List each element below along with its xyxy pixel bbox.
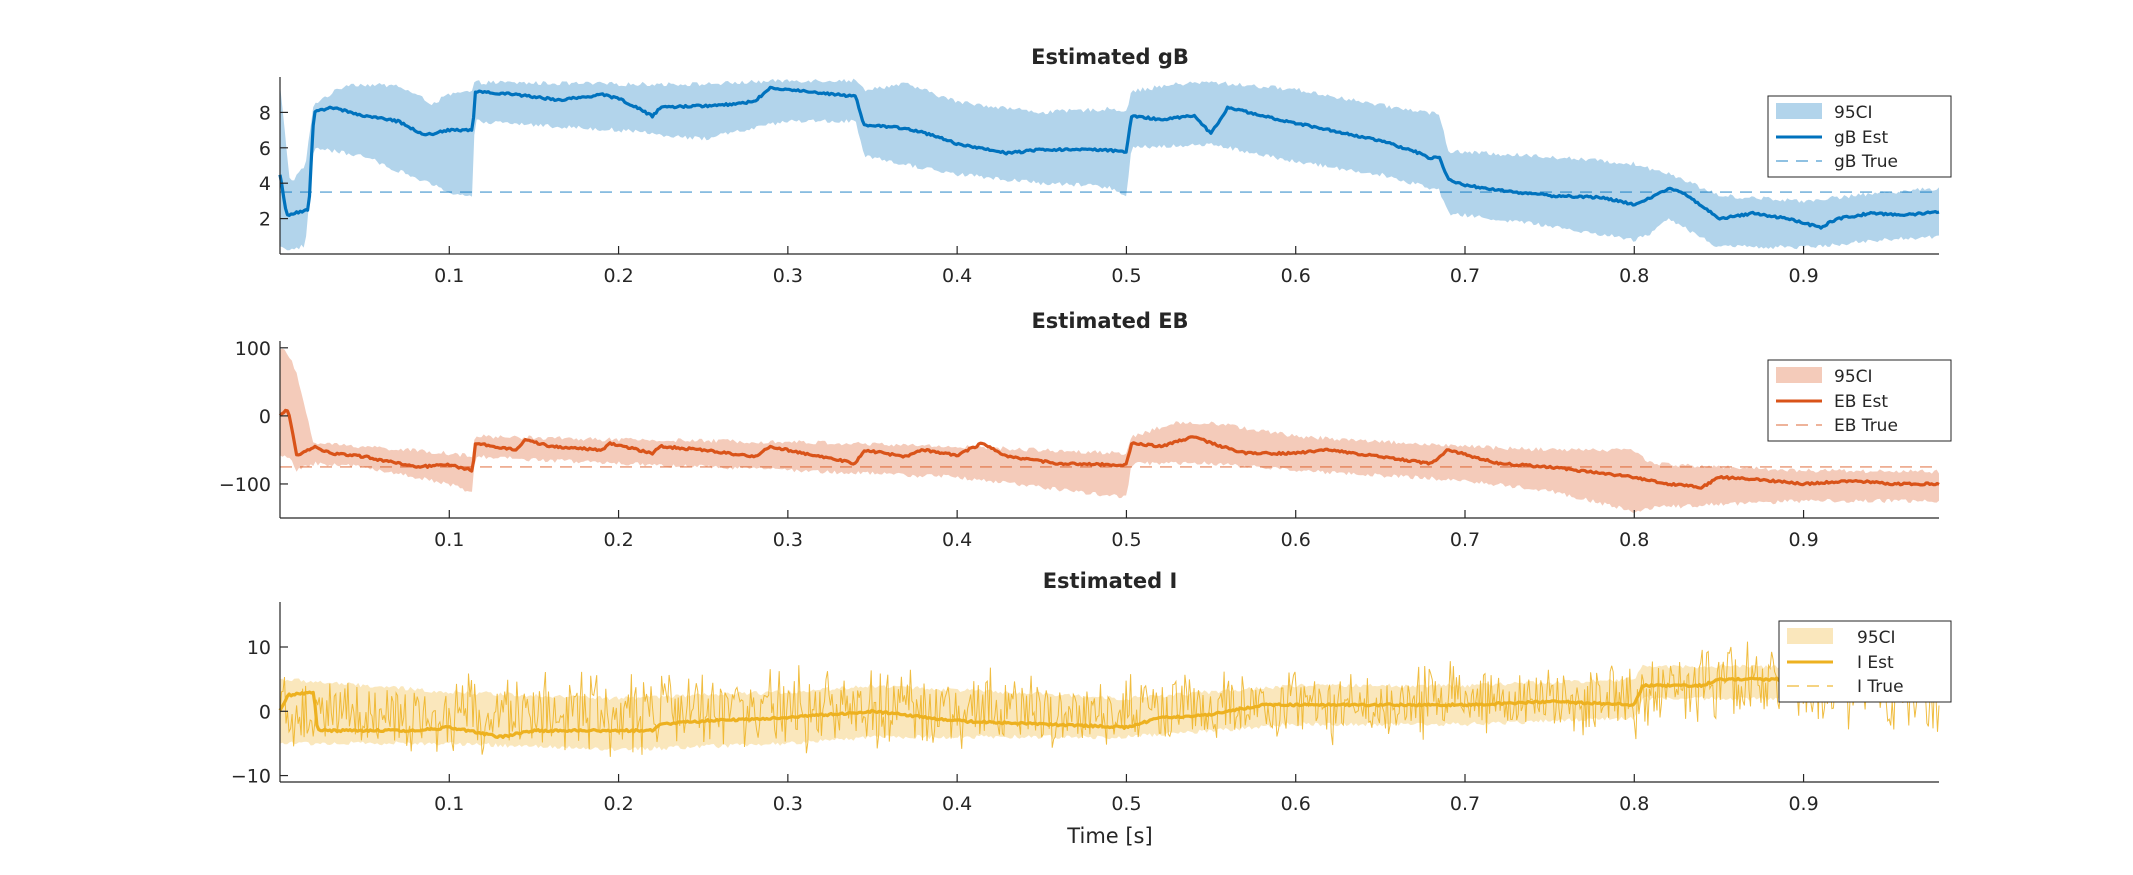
x-tick-label: 0.8 — [1619, 793, 1649, 815]
plot-area — [278, 641, 1940, 757]
legend-label-true: EB True — [1834, 416, 1898, 436]
x-tick-label: 0.2 — [603, 793, 633, 815]
subplot-i: Estimated I 0.1 0.2 0.3 0.4 0.5 0.6 0.7 0.8 0.9 −… — [231, 569, 1952, 848]
y-tick-label: 100 — [235, 338, 271, 360]
x-tick-label: 0.5 — [1111, 265, 1141, 287]
x-tick-label: 0.6 — [1281, 529, 1311, 551]
x-axis-label: Time [s] — [1066, 824, 1152, 848]
legend-label-true: gB True — [1834, 152, 1898, 172]
y-tick-label: 0 — [259, 406, 271, 428]
axes: 0.1 0.2 0.3 0.4 0.5 0.6 0.7 0.8 0.9 −100 0 100 — [219, 338, 1939, 551]
legend: 95CI gB Est gB True — [1767, 95, 1952, 178]
subplot-title: Estimated EB — [1031, 309, 1188, 333]
x-tick-label: 0.7 — [1450, 265, 1480, 287]
y-tick-label: −100 — [219, 474, 271, 496]
y-tick-label: −10 — [231, 766, 271, 788]
x-tick-label: 0.5 — [1111, 793, 1141, 815]
x-tick-label: 0.2 — [603, 529, 633, 551]
legend-label-est: EB Est — [1834, 392, 1888, 412]
legend: 95CI EB Est EB True — [1767, 359, 1952, 442]
x-tick-label: 0.6 — [1281, 265, 1311, 287]
legend-label-ci: 95CI — [1834, 103, 1873, 123]
legend-swatch-ci — [1787, 628, 1833, 644]
subplot-title: Estimated gB — [1031, 45, 1189, 69]
axes: 0.1 0.2 0.3 0.4 0.5 0.6 0.7 0.8 0.9 2 4 6 8 — [259, 77, 1939, 287]
y-tick-label: 2 — [259, 209, 271, 231]
plot-area — [278, 78, 1940, 251]
axes: 0.1 0.2 0.3 0.4 0.5 0.6 0.7 0.8 0.9 −10 0 10 — [231, 602, 1939, 815]
x-tick-label: 0.6 — [1281, 793, 1311, 815]
x-tick-label: 0.1 — [434, 529, 464, 551]
y-tick-label: 0 — [259, 701, 271, 723]
x-tick-label: 0.4 — [942, 793, 972, 815]
x-tick-label: 0.7 — [1450, 529, 1480, 551]
x-tick-label: 0.3 — [773, 265, 803, 287]
x-tick-label: 0.1 — [434, 265, 464, 287]
plot-area — [278, 348, 1940, 513]
legend-label-est: gB Est — [1834, 128, 1888, 148]
x-tick-label: 0.1 — [434, 793, 464, 815]
x-tick-label: 0.9 — [1788, 265, 1818, 287]
x-tick-label: 0.2 — [603, 265, 633, 287]
legend: 95CI I Est I True — [1778, 620, 1952, 703]
x-tick-label: 0.8 — [1619, 265, 1649, 287]
x-tick-label: 0.3 — [773, 793, 803, 815]
legend-label-true: I True — [1857, 677, 1904, 697]
x-tick-label: 0.3 — [773, 529, 803, 551]
true-series-line — [279, 641, 1940, 757]
y-tick-label: 6 — [259, 138, 271, 160]
y-tick-label: 8 — [259, 102, 271, 124]
x-tick-label: 0.5 — [1111, 529, 1141, 551]
legend-swatch-ci — [1776, 103, 1822, 119]
ci-band — [280, 78, 1939, 251]
ci-band — [280, 348, 1939, 513]
subplot-eb: Estimated EB 0.1 0.2 0.3 0.4 0.5 0.6 0.7 0.8 0.9… — [219, 309, 1952, 551]
estimate-series-line — [278, 676, 1940, 739]
legend-label-est: I Est — [1857, 653, 1894, 673]
x-tick-label: 0.8 — [1619, 529, 1649, 551]
x-tick-label: 0.7 — [1450, 793, 1480, 815]
x-tick-label: 0.4 — [942, 265, 972, 287]
legend-swatch-ci — [1776, 367, 1822, 383]
x-tick-label: 0.9 — [1788, 793, 1818, 815]
estimate-series-line — [278, 408, 1940, 490]
estimate-series-line — [278, 85, 1940, 230]
y-tick-label: 10 — [247, 637, 271, 659]
x-tick-label: 0.9 — [1788, 529, 1818, 551]
legend-label-ci: 95CI — [1834, 367, 1873, 387]
subplot-title: Estimated I — [1043, 569, 1178, 593]
subplot-gb: Estimated gB 0.1 0.2 0.3 0.4 0.5 0.6 0.7 0.8 0.9… — [259, 45, 1952, 287]
legend-label-ci: 95CI — [1857, 628, 1896, 648]
y-tick-label: 4 — [259, 173, 271, 195]
x-tick-label: 0.4 — [942, 529, 972, 551]
